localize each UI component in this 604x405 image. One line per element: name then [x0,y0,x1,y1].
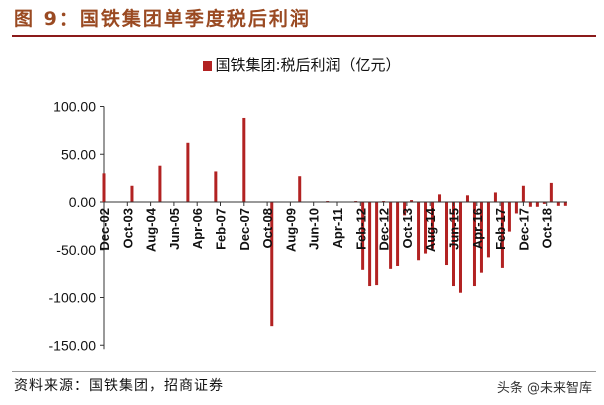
legend: 国铁集团:税后利润（亿元） [0,54,604,75]
y-tick-label: 100.00 [53,99,96,115]
bar [431,202,435,249]
x-tick-label: Dec-12 [377,208,392,251]
bar [549,182,553,202]
x-tick-label: Apr-16 [470,208,485,249]
bar [563,202,567,206]
bar [500,202,504,268]
bar [514,202,518,214]
bar [521,185,525,202]
bar [417,202,421,261]
x-tick-label: Oct-03 [120,208,135,248]
title-divider [12,35,596,37]
x-tick-label: Oct-13 [400,208,415,248]
x-tick-label: Apr-06 [190,208,205,249]
x-tick-label: Aug-04 [144,207,159,252]
bar [493,192,497,202]
x-tick-label: Oct-08 [260,208,275,248]
bar [507,202,511,232]
x-tick-label: Jun-10 [307,208,322,250]
x-tick-label: Feb-12 [353,208,368,250]
y-tick-label: 0.00 [69,194,96,210]
source-note: 资料来源：国铁集团，招商证券 [14,378,224,394]
y-tick-label: -50.00 [56,242,96,258]
bar [130,185,134,202]
bar [389,202,393,269]
y-tick-label: -100.00 [49,290,97,306]
x-tick-label: Oct-18 [540,208,555,248]
x-tick-label: Apr-11 [330,208,345,248]
y-tick-label: -150.00 [49,337,97,353]
bar [368,202,372,287]
x-tick-label: Jun-05 [167,208,182,250]
bar [158,165,162,202]
x-tick-label: Dec-07 [237,208,252,251]
bar [458,202,462,293]
figure-title: 图 9：国铁集团单季度税后利润 [14,8,311,30]
bar [535,202,539,207]
bar [424,202,428,254]
bar [472,202,476,287]
bar [528,202,532,207]
x-tick-label: Dec-17 [516,208,531,251]
y-tick-label: 50.00 [61,146,96,162]
x-tick-label: Jun-15 [447,208,462,250]
bar [403,202,407,216]
bar [438,194,442,202]
bar [556,202,560,206]
x-tick-label: Feb-17 [493,208,508,250]
x-tick-label: Aug-14 [423,207,438,252]
bar [479,202,483,273]
bar [242,117,246,202]
bar [270,202,274,327]
x-tick-label: Feb-07 [214,208,229,250]
bar [465,195,469,202]
bar [186,142,190,202]
bar [486,202,490,258]
x-tick-label: Dec-02 [97,208,112,251]
bar [361,202,365,270]
bar [445,202,449,266]
bar [396,202,400,266]
watermark: 头条 @未来智库 [496,381,592,396]
bar [410,200,414,202]
legend-label: 国铁集团:税后利润（亿元） [215,56,401,74]
bar [542,202,546,204]
bar [214,171,218,202]
bar [298,176,302,202]
legend-swatch [203,61,213,71]
footer-divider [12,371,596,372]
x-tick-label: Aug-09 [283,208,298,252]
bar [375,202,379,286]
bar [452,202,455,287]
bar [102,173,106,202]
